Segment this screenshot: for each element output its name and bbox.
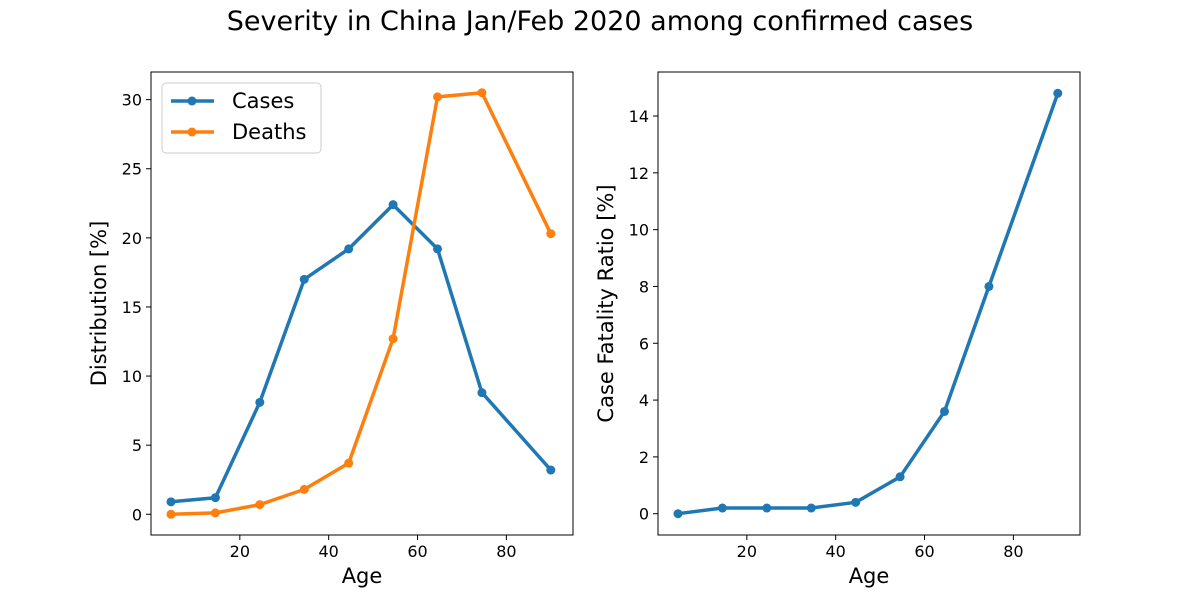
chart2-series-1-line [676,91,1060,516]
chart1-series-cases-point [299,274,309,284]
chart1-series-deaths-point [388,334,398,344]
chart1-series-deaths-point [255,500,265,510]
chart2-ytick-label: 8 [639,277,649,296]
chart2-xlabel: Age [849,564,890,588]
chart2-xtick-label: 40 [826,542,846,561]
chart1-series-cases-point [210,493,220,503]
chart2-xtick-label: 20 [737,542,757,561]
chart1-series-deaths-point [546,229,556,239]
chart1-legend-marker [187,127,197,137]
chart1-ylabel: Distribution [%] [87,221,111,387]
chart1-series-deaths-line [169,90,553,517]
chart1-series-cases-line [169,202,553,504]
chart1-legend-marker [187,96,197,106]
chart1-series-cases-point [433,244,443,254]
chart2-ylabel: Case Fatality Ratio [%] [594,184,618,422]
chart1-series-deaths-point [477,88,487,98]
chart1-series-cases-point [477,388,487,398]
chart2-series-1-point [806,503,816,513]
chart1-axes-frame [150,71,574,536]
chart1-ytick-label: 5 [132,436,142,455]
chart1-ytick-label: 30 [122,91,142,110]
chart2-series-1-point [717,503,727,513]
chart2-ytick-label: 6 [639,334,649,353]
chart1-ytick-label: 15 [122,298,142,317]
chart2-series-1-point [1053,88,1063,98]
chart1-ytick-label: 20 [122,229,142,248]
chart1-ytick-label: 10 [122,367,142,386]
chart2-ytick-label: 4 [639,391,649,410]
chart1-series-cases-point [388,200,398,210]
chart1-xlabel: Age [342,564,383,588]
chart1-series-deaths-point [299,484,309,494]
chart1-xtick-label: 80 [496,542,516,561]
chart1-xtick-label: 60 [407,542,427,561]
chart2-ytick-label: 2 [639,448,649,467]
chart1-xtick-label: 40 [319,542,339,561]
chart2-ytick-label: 10 [629,221,649,240]
chart2-ytick-label: 0 [639,505,649,524]
chart1-series-deaths-point [344,458,354,468]
chart1-series-cases-point [546,465,556,475]
chart2-series-1-point [895,472,905,482]
chart2-xtick-label: 80 [1003,542,1023,561]
chart1-xtick-label: 20 [230,542,250,561]
chart2-ytick-label: 14 [629,107,649,126]
chart1-legend-label-deaths: Deaths [232,120,306,144]
chart1-series-deaths-point [210,508,220,518]
chart2-ytick-label: 12 [629,164,649,183]
chart1-series-cases-point [344,244,354,254]
chart1-series-deaths-point [166,509,176,519]
chart2-axes-frame [657,71,1081,536]
chart1-legend-label-cases: Cases [232,89,294,113]
chart2-series-1-point [762,503,772,513]
chart2-xtick-label: 60 [914,542,934,561]
chart2-series-1-point [673,509,683,519]
chart1-series-cases-point [255,397,265,407]
chart2-series-1-point [851,497,861,507]
chart1-ytick-label: 25 [122,160,142,179]
chart1-series-cases-point [166,497,176,507]
chart1-series-deaths-point [433,92,443,102]
figure-title: Severity in China Jan/Feb 2020 among con… [226,6,974,37]
chart2-series-1-point [940,406,950,416]
chart1-ytick-label: 0 [132,505,142,524]
chart2-series-1-point [984,281,994,291]
